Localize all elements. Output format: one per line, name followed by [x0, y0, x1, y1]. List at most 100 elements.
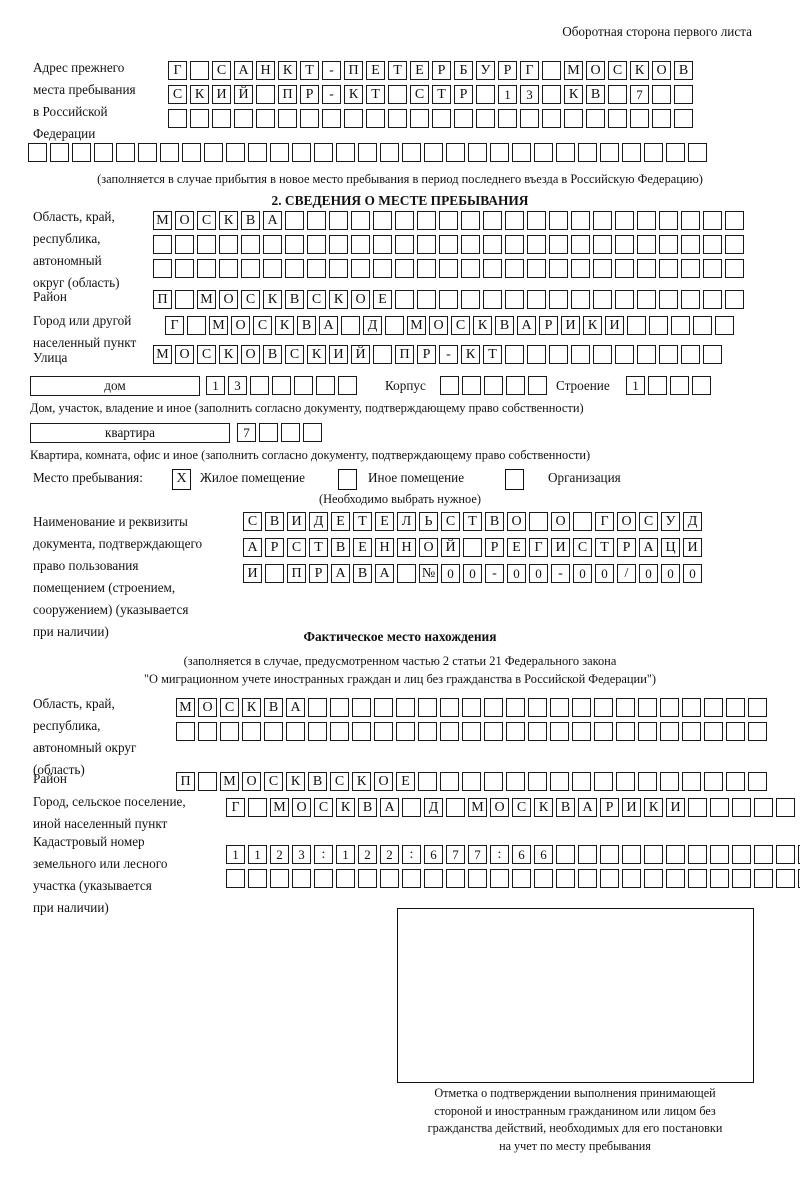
al-region-row-1-cell-24[interactable]	[682, 698, 701, 717]
s2-street-row-cell-8[interactable]: К	[307, 345, 326, 364]
doc-row-1-cell-20[interactable]: У	[661, 512, 680, 531]
doc-row-2-cell-6[interactable]: Е	[353, 538, 372, 557]
doc-row-3-cell-6[interactable]: В	[353, 564, 372, 583]
al-cadastral-row-1-cell-15[interactable]: 6	[534, 845, 553, 864]
s2-region-row-2-cell-8[interactable]	[307, 235, 326, 254]
house-cells-cell-2[interactable]: 3	[228, 376, 247, 395]
prev-address-row-2-cell-3[interactable]: И	[212, 85, 231, 104]
prev-address-row-1-cell-24[interactable]: В	[674, 61, 693, 80]
prev-address-row-1-cell-23[interactable]: О	[652, 61, 671, 80]
al-district-row-cell-24[interactable]	[682, 772, 701, 791]
al-region-row-2-cell-8[interactable]	[330, 722, 349, 741]
s2-city-row-cell-19[interactable]: И	[561, 316, 580, 335]
s2-district-row-cell-26[interactable]	[703, 290, 722, 309]
s2-city-row-cell-7[interactable]: В	[297, 316, 316, 335]
s2-region-row-2-cell-18[interactable]	[527, 235, 546, 254]
stroenie-cells-cell-2[interactable]	[648, 376, 667, 395]
al-city-row-cell-25[interactable]	[754, 798, 773, 817]
s2-district-row-cell-11[interactable]: Е	[373, 290, 392, 309]
korpus-cells-cell-4[interactable]	[506, 376, 525, 395]
al-region-row-1-cell-18[interactable]	[550, 698, 569, 717]
al-city-row-cell-8[interactable]: А	[380, 798, 399, 817]
prev-address-row-3-cell-2[interactable]	[190, 109, 209, 128]
doc-row-3-cell-21[interactable]: 0	[683, 564, 702, 583]
s2-district-row-cell-18[interactable]	[527, 290, 546, 309]
prev-address-row-2-cell-19[interactable]: К	[564, 85, 583, 104]
al-cadastral-row-2-cell-1[interactable]	[226, 869, 245, 888]
s2-region-row-2-cell-6[interactable]	[263, 235, 282, 254]
prev-address-row-1-cell-20[interactable]: О	[586, 61, 605, 80]
prev-address-row-4-cell-15[interactable]	[336, 143, 355, 162]
al-cadastral-row-1-cell-12[interactable]: 7	[468, 845, 487, 864]
al-region-row-2-cell-21[interactable]	[616, 722, 635, 741]
s2-street-row-cell-24[interactable]	[659, 345, 678, 364]
s2-district-row-cell-9[interactable]: К	[329, 290, 348, 309]
s2-district-row-cell-14[interactable]	[439, 290, 458, 309]
al-district-row-cell-21[interactable]	[616, 772, 635, 791]
prev-address-row-3-cell-4[interactable]	[234, 109, 253, 128]
doc-row-1-cell-4[interactable]: Д	[309, 512, 328, 531]
s2-street-row-cell-21[interactable]	[593, 345, 612, 364]
al-region-row-1-cell-15[interactable]	[484, 698, 503, 717]
doc-row-3-cell-7[interactable]: А	[375, 564, 394, 583]
doc-row-1-cell-21[interactable]: Д	[683, 512, 702, 531]
al-cadastral-row-1-cell-3[interactable]: 2	[270, 845, 289, 864]
s2-region-row-1-cell-24[interactable]	[659, 211, 678, 230]
al-cadastral-row-2-cell-2[interactable]	[248, 869, 267, 888]
s2-street-row-cell-2[interactable]: О	[175, 345, 194, 364]
al-cadastral-row-2-cell-10[interactable]	[424, 869, 443, 888]
prev-address-row-3-cell-16[interactable]	[498, 109, 517, 128]
korpus-cells-cell-1[interactable]	[440, 376, 459, 395]
al-region-row-2-cell-27[interactable]	[748, 722, 767, 741]
flat-cells[interactable]: 7	[237, 423, 322, 442]
s2-city-row-cell-16[interactable]: В	[495, 316, 514, 335]
prev-address-row-4-cell-21[interactable]	[468, 143, 487, 162]
s2-district-row-cell-5[interactable]: С	[241, 290, 260, 309]
al-district-row-cell-5[interactable]: С	[264, 772, 283, 791]
doc-row-2-cell-8[interactable]: Н	[397, 538, 416, 557]
al-district-row-cell-6[interactable]: К	[286, 772, 305, 791]
al-city-row-cell-11[interactable]	[446, 798, 465, 817]
s2-city-row-cell-23[interactable]	[649, 316, 668, 335]
al-district-row-cell-17[interactable]	[528, 772, 547, 791]
stamp-area[interactable]	[397, 908, 754, 1083]
al-district-row-cell-15[interactable]	[484, 772, 503, 791]
prev-address-row-1-cell-14[interactable]: Б	[454, 61, 473, 80]
al-cadastral-row-1-cell-18[interactable]	[600, 845, 619, 864]
prev-address-row-4-cell-4[interactable]	[94, 143, 113, 162]
s2-region-row-3-cell-2[interactable]	[175, 259, 194, 278]
prev-address-row-4-cell-11[interactable]	[248, 143, 267, 162]
s2-district-row-cell-8[interactable]: С	[307, 290, 326, 309]
al-cadastral-row-1-cell-14[interactable]: 6	[512, 845, 531, 864]
al-region-row-1-cell-20[interactable]	[594, 698, 613, 717]
prev-address-row-3-cell-3[interactable]	[212, 109, 231, 128]
al-cadastral-row-1-cell-2[interactable]: 1	[248, 845, 267, 864]
doc-row-2-cell-13[interactable]: Е	[507, 538, 526, 557]
prev-address-row-2-cell-17[interactable]: 3	[520, 85, 539, 104]
korpus-cells-cell-5[interactable]	[528, 376, 547, 395]
prev-address-row-2-cell-22[interactable]: 7	[630, 85, 649, 104]
al-region-row-1-cell-19[interactable]	[572, 698, 591, 717]
al-cadastral-row-2-cell-9[interactable]	[402, 869, 421, 888]
prev-address-row-1-cell-11[interactable]: Т	[388, 61, 407, 80]
s2-region-row-1-cell-22[interactable]	[615, 211, 634, 230]
al-cadastral-row-2-cell-18[interactable]	[600, 869, 619, 888]
prev-address-row-2-cell-6[interactable]: П	[278, 85, 297, 104]
al-district-row-cell-23[interactable]	[660, 772, 679, 791]
s2-region-row-3-cell-4[interactable]	[219, 259, 238, 278]
doc-row-3[interactable]: И П Р А В А № 0 0-0 0-0 0/0 0 0	[243, 564, 702, 583]
doc-row-1-cell-19[interactable]: С	[639, 512, 658, 531]
prev-address-row-2-cell-2[interactable]: К	[190, 85, 209, 104]
s2-region-row-2-cell-21[interactable]	[593, 235, 612, 254]
al-district-row-cell-25[interactable]	[704, 772, 723, 791]
s2-region-row-1-cell-17[interactable]	[505, 211, 524, 230]
al-city-row-cell-5[interactable]: С	[314, 798, 333, 817]
doc-row-2-cell-2[interactable]: Р	[265, 538, 284, 557]
s2-district-row-cell-22[interactable]	[615, 290, 634, 309]
prev-address-row-4-cell-16[interactable]	[358, 143, 377, 162]
s2-district-row-cell-1[interactable]: П	[153, 290, 172, 309]
al-region-row-2-cell-26[interactable]	[726, 722, 745, 741]
doc-row-3-cell-12[interactable]: -	[485, 564, 504, 583]
al-cadastral-row-2-cell-6[interactable]	[336, 869, 355, 888]
